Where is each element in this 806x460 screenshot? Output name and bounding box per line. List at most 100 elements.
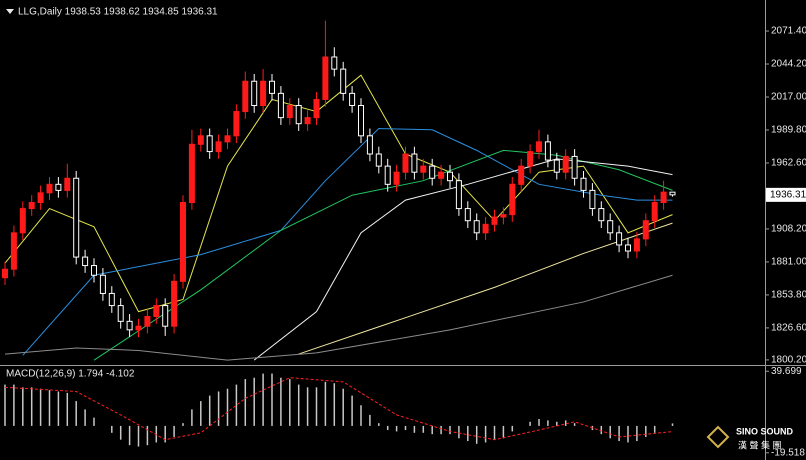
candle-body <box>153 305 160 317</box>
candle-body <box>509 183 516 216</box>
candle-body <box>171 280 178 327</box>
candle-body <box>518 165 525 185</box>
candle-body <box>571 155 578 179</box>
candle-body <box>233 111 240 137</box>
candle-body <box>82 256 89 267</box>
moving-average <box>4 74 673 313</box>
y-tick-label: 1800.20 <box>771 355 806 366</box>
candle-body <box>464 208 471 222</box>
y-tick-label: 1881.00 <box>771 257 806 268</box>
watermark-chinese: 漢 聲 集 團 <box>738 439 782 450</box>
moving-average <box>298 222 673 355</box>
y-tick-label: 1989.80 <box>771 125 806 136</box>
candle-body <box>251 80 258 106</box>
candle-body <box>55 183 62 191</box>
moving-average <box>93 149 673 361</box>
candle-body <box>393 171 400 185</box>
candle-body <box>455 180 462 210</box>
candle-body <box>420 165 427 173</box>
logo-mark <box>706 425 730 449</box>
candle-body <box>188 143 195 204</box>
candle-body <box>135 325 142 331</box>
candle-body <box>580 177 587 191</box>
candle-body <box>260 80 267 106</box>
y-tick-label: 1853.80 <box>771 290 806 301</box>
candle-body <box>633 238 640 252</box>
candle-body <box>37 192 44 204</box>
candle-body <box>375 153 382 167</box>
candle-body <box>108 292 115 307</box>
watermark-brand: SINO SOUND <box>736 426 794 436</box>
candle-body <box>2 268 8 279</box>
candle-body <box>117 305 124 322</box>
moving-average <box>4 274 673 361</box>
candle-body <box>340 68 347 94</box>
current-price-box <box>766 187 806 202</box>
candle-body <box>544 141 551 161</box>
y-tick-label: 2071.40 <box>771 26 806 37</box>
candle-body <box>295 104 302 125</box>
chart-title: LLG,Daily 1938.53 1938.62 1934.85 1936.3… <box>18 7 218 18</box>
candle-body <box>286 104 293 119</box>
candle-body <box>589 189 596 210</box>
candle-body <box>553 159 560 173</box>
candle-body <box>91 265 97 276</box>
candle-body <box>73 177 80 258</box>
candle-body <box>527 151 534 167</box>
candle-body <box>180 202 186 282</box>
candle-body <box>304 117 311 125</box>
y-tick-label: -19.518 <box>771 447 805 458</box>
candle-body <box>358 104 364 137</box>
candle-body <box>162 305 169 327</box>
candle-body <box>206 135 213 153</box>
moving-average <box>253 158 673 361</box>
candle-body <box>19 208 26 234</box>
y-tick-label: 39.699 <box>771 366 802 377</box>
candle-body <box>402 153 409 173</box>
candle-body <box>144 315 151 327</box>
y-tick-label: 1908.20 <box>771 224 806 235</box>
macd-title: MACD(12,26,9) 1.794 -4.102 <box>6 369 135 380</box>
candle-body <box>46 183 53 194</box>
candle-body <box>438 171 445 179</box>
y-tick-label: 1826.60 <box>771 323 806 334</box>
candle-body <box>669 191 676 196</box>
candle-body <box>625 244 631 252</box>
candle-body <box>651 202 658 222</box>
candle-body <box>197 135 204 145</box>
candle-body <box>642 220 649 240</box>
candle-body <box>99 274 106 294</box>
candle-body <box>331 56 338 70</box>
candle-body <box>224 135 231 143</box>
candle-body <box>215 141 222 153</box>
menu-triangle <box>6 9 14 14</box>
candle-body <box>349 92 356 106</box>
candle-body <box>562 155 569 173</box>
y-tick-label: 1962.60 <box>771 158 806 169</box>
y-tick-label: 2017.00 <box>771 92 806 103</box>
candle-body <box>660 191 667 204</box>
candle-body <box>126 320 133 331</box>
candle-body <box>277 92 284 119</box>
candle-body <box>28 202 35 210</box>
candle-body <box>491 216 498 225</box>
candle-body <box>313 98 320 119</box>
candle-body <box>429 165 436 179</box>
candle-body <box>269 80 275 94</box>
candle-body <box>473 220 480 234</box>
candle-body <box>500 214 507 218</box>
candle-body <box>366 135 373 155</box>
candle-body <box>242 80 249 113</box>
y-tick-label: 2044.20 <box>771 59 806 70</box>
candle-body <box>10 232 17 270</box>
candle-body <box>482 223 489 234</box>
candle-body <box>598 208 605 222</box>
candle-body <box>447 171 453 182</box>
candle-body <box>384 165 391 185</box>
current-price-label: 1936.31 <box>770 189 806 200</box>
candle-body <box>536 141 542 153</box>
macd-signal <box>4 377 673 441</box>
